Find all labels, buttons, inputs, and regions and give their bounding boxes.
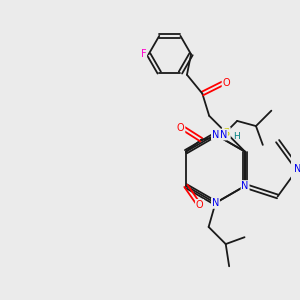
Text: N: N [242,181,249,191]
Text: O: O [196,200,203,210]
Text: N: N [212,130,219,140]
Text: H: H [233,132,239,141]
Text: N: N [220,130,227,140]
Text: N: N [212,198,219,208]
Text: O: O [223,78,230,88]
Text: N: N [294,164,300,174]
Text: S: S [223,128,230,138]
Text: F: F [141,49,146,59]
Text: O: O [177,123,184,133]
